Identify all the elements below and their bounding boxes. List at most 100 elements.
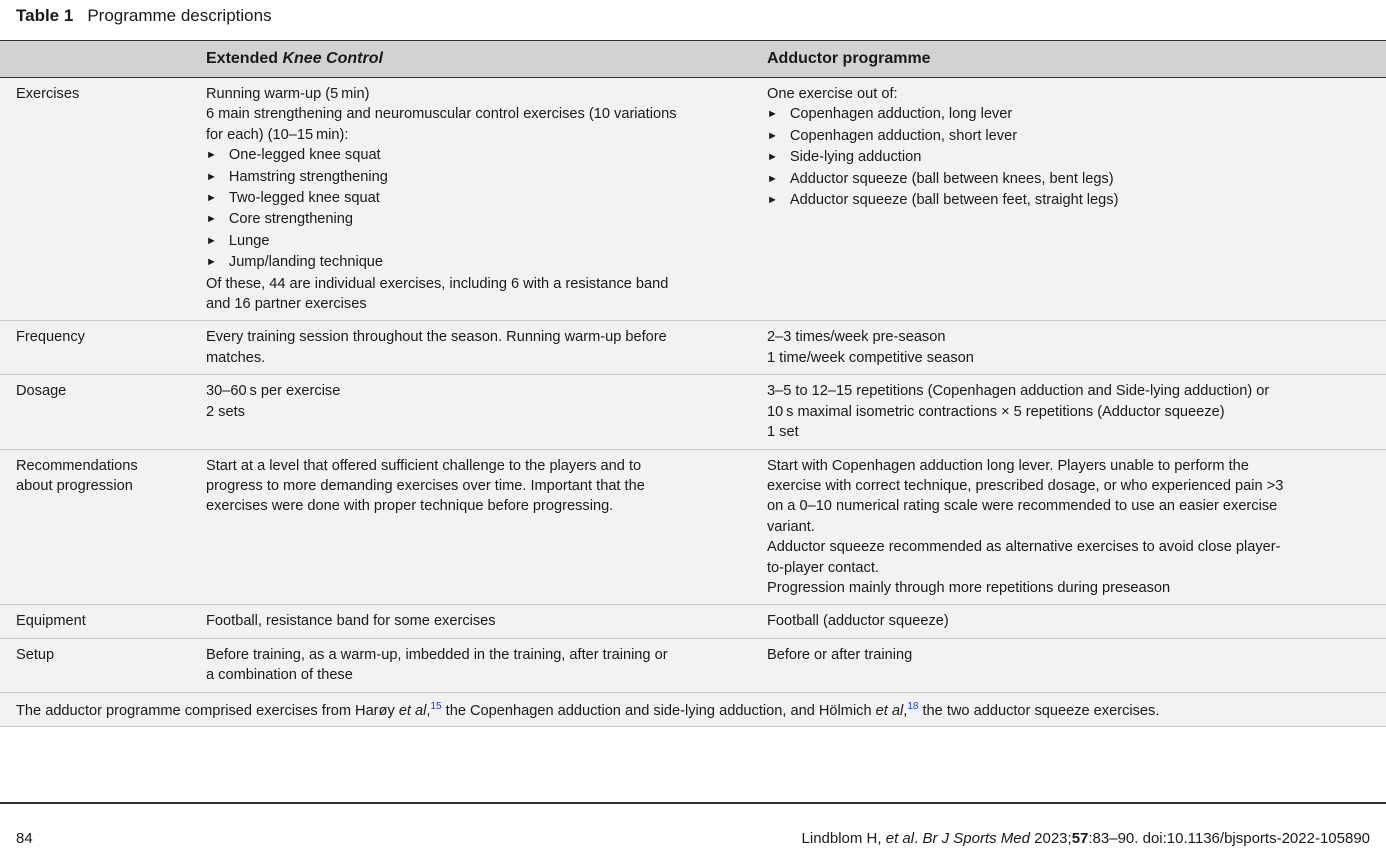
bullet-item: Copenhagen adduction, short lever bbox=[767, 126, 1386, 147]
label-line: Equipment bbox=[16, 613, 86, 630]
cell-line: Start with Copenhagen adduction long lev… bbox=[767, 457, 1249, 474]
table-row: Setup Before training, as a warm-up, imbe… bbox=[0, 639, 1386, 693]
cell-line: Football, resistance band for some exerc… bbox=[206, 613, 496, 630]
cite-doi: :83–90. doi:10.1136/bjsports-2022-105890 bbox=[1088, 830, 1370, 847]
cite-sep: . bbox=[914, 830, 923, 847]
cell-line: exercise with correct technique, prescri… bbox=[767, 477, 1284, 494]
row-label: Exercises bbox=[0, 78, 206, 320]
cell-line: Running warm-up (5 min) bbox=[206, 86, 370, 102]
cell-line: 1 time/week competitive season bbox=[767, 349, 974, 366]
cell-line: Of these, 44 are individual exercises, i… bbox=[206, 275, 669, 292]
bullet-item: Hamstring strengthening bbox=[206, 167, 767, 188]
cite-year: 2023; bbox=[1029, 830, 1072, 847]
fn-italic: et al bbox=[875, 702, 904, 719]
cell-line: Progression mainly through more repetiti… bbox=[767, 579, 1171, 596]
citation: Lindblom H, et al. Br J Sports Med 2023;… bbox=[802, 830, 1370, 847]
row-label: Setup bbox=[0, 639, 206, 692]
bullet-item: Side-lying adduction bbox=[767, 147, 1386, 168]
cell-line: for each) (10–15 min): bbox=[206, 126, 349, 143]
label-line: Setup bbox=[16, 646, 55, 663]
cell-line: and 16 partner exercises bbox=[206, 296, 367, 313]
cell-line: exercises were done with proper techniqu… bbox=[206, 498, 614, 515]
cell-line: progress to more demanding exercises ove… bbox=[206, 477, 645, 494]
adductor-cell: Before or after training bbox=[767, 639, 1386, 692]
header-adductor: Adductor programme bbox=[767, 50, 931, 67]
header-text: Extended bbox=[206, 50, 283, 67]
cell-line: 1 set bbox=[767, 424, 799, 441]
cite-volume: 57 bbox=[1071, 830, 1089, 847]
bullet-item: Copenhagen adduction, long lever bbox=[767, 104, 1386, 125]
cell-line: 2–3 times/week pre-season bbox=[767, 329, 946, 346]
row-label: Recommendations about progression bbox=[0, 450, 206, 605]
table-footnote: The adductor programme comprised exercis… bbox=[0, 693, 1386, 728]
cell-line: on a 0–10 numerical rating scale were re… bbox=[767, 498, 1278, 515]
fn-italic: et al bbox=[398, 702, 427, 719]
bullet-item: Two-legged knee squat bbox=[206, 188, 767, 209]
cell-line: One exercise out of: bbox=[767, 86, 898, 102]
adductor-cell: 2–3 times/week pre-season 1 time/week com… bbox=[767, 321, 1386, 374]
programme-table: Extended Knee Control Adductor programme… bbox=[0, 40, 1386, 728]
cell-line: 10 s maximal isometric contractions × 5 … bbox=[767, 403, 1225, 420]
fn-text: The adductor programme comprised exercis… bbox=[16, 702, 399, 719]
cell-line: a combination of these bbox=[206, 667, 353, 684]
knee-control-cell: 30–60 s per exercise 2 sets bbox=[206, 375, 767, 448]
reference-link[interactable]: 18 bbox=[907, 700, 919, 712]
fn-text: , bbox=[903, 702, 908, 719]
cell-line: Before training, as a warm-up, imbedded … bbox=[206, 646, 668, 663]
cell-line: matches. bbox=[206, 349, 266, 366]
cite-authors: Lindblom H, bbox=[801, 830, 886, 847]
label-line: Exercises bbox=[16, 86, 80, 102]
bullet-item: Jump/landing technique bbox=[206, 252, 767, 273]
adductor-cell: 3–5 to 12–15 repetitions (Copenhagen add… bbox=[767, 375, 1386, 448]
header-knee-control: Extended Knee Control bbox=[206, 50, 767, 68]
table-title: Programme descriptions bbox=[87, 6, 272, 25]
knee-control-cell: Every training session throughout the se… bbox=[206, 321, 767, 374]
table-row: Equipment Football, resistance band for s… bbox=[0, 605, 1386, 639]
reference-link[interactable]: 15 bbox=[430, 700, 442, 712]
header-italic: Knee Control bbox=[282, 50, 383, 67]
bullet-item: Core strengthening bbox=[206, 209, 767, 230]
bullet-item: One-legged knee squat bbox=[206, 145, 767, 166]
bullet-item: Lunge bbox=[206, 231, 767, 252]
adductor-cell: Start with Copenhagen adduction long lev… bbox=[767, 450, 1386, 605]
fn-text: , bbox=[426, 702, 431, 719]
row-label: Dosage bbox=[0, 375, 206, 448]
table-row: Recommendations about progression Start at… bbox=[0, 450, 1386, 606]
fn-text: the Copenhagen adduction and side-lying … bbox=[441, 702, 876, 719]
cell-line: Every training session throughout the se… bbox=[206, 329, 667, 346]
label-line: about progression bbox=[16, 477, 133, 494]
label-line: Recommendations bbox=[16, 457, 138, 474]
row-label: Frequency bbox=[0, 321, 206, 374]
page-number: 84 bbox=[16, 830, 33, 847]
bullet-item: Adductor squeeze (ball between knees, be… bbox=[767, 169, 1386, 190]
table-row: Frequency Every training session througho… bbox=[0, 321, 1386, 376]
footer-rule bbox=[0, 802, 1386, 804]
cite-etal: et al bbox=[885, 830, 915, 847]
cell-line: 3–5 to 12–15 repetitions (Copenhagen add… bbox=[767, 383, 1270, 400]
knee-control-cell: Running warm-up (5 min) 6 main strengthen… bbox=[206, 78, 767, 320]
bullet-item: Adductor squeeze (ball between feet, str… bbox=[767, 190, 1386, 211]
knee-control-cell: Before training, as a warm-up, imbedded … bbox=[206, 639, 767, 692]
cell-line: 2 sets bbox=[206, 403, 245, 420]
table-row: Dosage 30–60 s per exercise 2 sets 3–5 to 1… bbox=[0, 375, 1386, 450]
table-caption: Table 1 Programme descriptions bbox=[16, 6, 272, 26]
knee-control-cell: Football, resistance band for some exerc… bbox=[206, 605, 767, 637]
table-label: Table 1 bbox=[16, 6, 74, 25]
cell-line: variant. bbox=[767, 518, 815, 535]
adductor-cell: Football (adductor squeeze) bbox=[767, 605, 1386, 637]
knee-control-cell: Start at a level that offered sufficient… bbox=[206, 450, 767, 605]
cell-line: Start at a level that offered sufficient… bbox=[206, 457, 642, 474]
cell-line: 30–60 s per exercise bbox=[206, 383, 341, 400]
cite-journal: Br J Sports Med bbox=[922, 830, 1030, 847]
cell-line: Football (adductor squeeze) bbox=[767, 613, 949, 630]
fn-text: the two adductor squeeze exercises. bbox=[918, 702, 1160, 719]
cell-line: to-player contact. bbox=[767, 559, 879, 576]
table-header: Extended Knee Control Adductor programme bbox=[0, 41, 1386, 78]
table-row: Exercises Running warm-up (5 min) 6 main s… bbox=[0, 78, 1386, 322]
cell-line: Before or after training bbox=[767, 646, 913, 663]
cell-line: Adductor squeeze recommended as alternat… bbox=[767, 539, 1281, 556]
label-line: Dosage bbox=[16, 383, 67, 400]
adductor-cell: One exercise out of: Copenhagen adduction… bbox=[767, 78, 1386, 320]
row-label: Equipment bbox=[0, 605, 206, 637]
label-line: Frequency bbox=[16, 329, 85, 346]
